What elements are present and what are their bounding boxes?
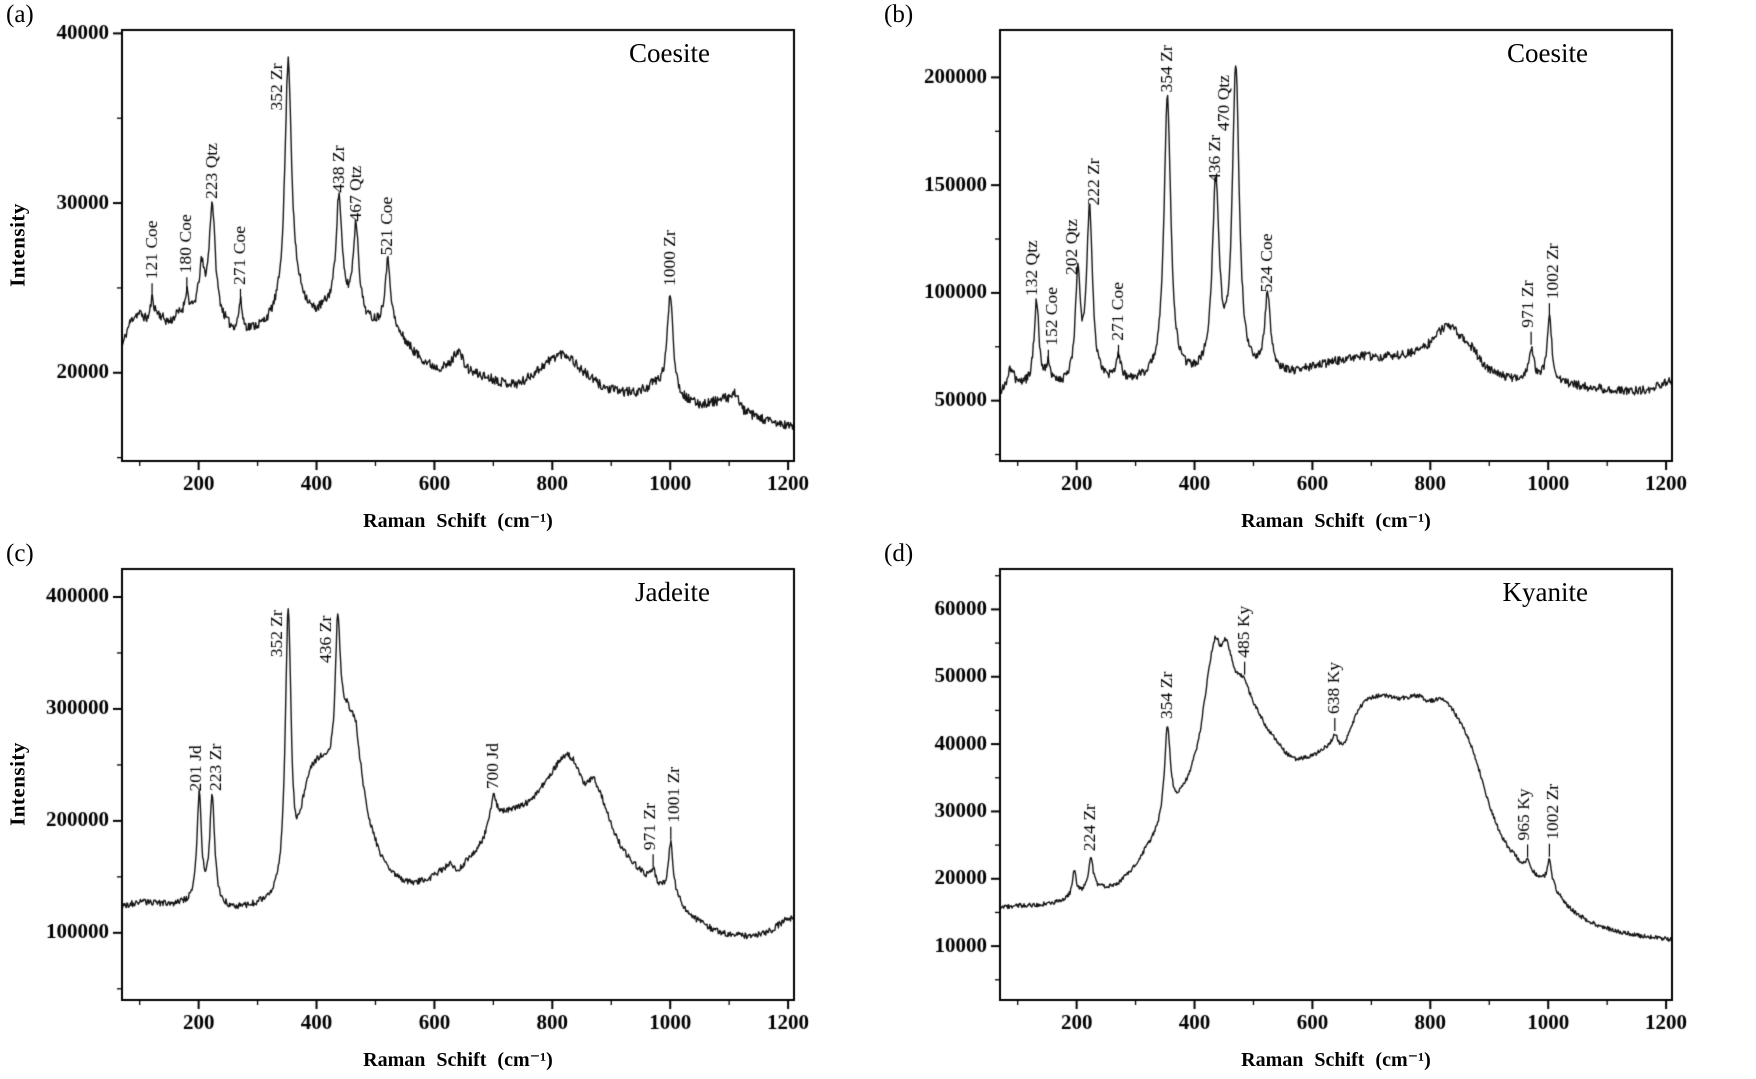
x-axis-label-b: Raman Schift (cm⁻¹) [1241, 510, 1431, 532]
chart-title-c: Jadeite [635, 577, 710, 607]
panel-letter-a: (a) [6, 1, 34, 28]
panel-letter-b: (b) [884, 1, 914, 28]
spectrum-chart-b [878, 0, 1756, 539]
x-axis-label-c: Raman Schift (cm⁻¹) [363, 1049, 553, 1071]
x-axis-label-d: Raman Schift (cm⁻¹) [1241, 1049, 1431, 1071]
spectrum-chart-d [878, 539, 1756, 1078]
x-axis-label-a: Raman Schift (cm⁻¹) [363, 510, 553, 532]
panel-d: (d) Kyanite Raman Schift (cm⁻¹) [878, 539, 1756, 1078]
chart-title-b: Coesite [1507, 38, 1588, 68]
chart-title-a: Coesite [629, 38, 710, 68]
panel-c: (c) Intensity Jadeite Raman Schift (cm⁻¹… [0, 539, 878, 1078]
panel-a: (a) Intensity Coesite Raman Schift (cm⁻¹… [0, 0, 878, 539]
spectrum-chart-c [0, 539, 878, 1078]
panel-b: (b) Coesite Raman Schift (cm⁻¹) [878, 0, 1756, 539]
y-axis-label-a: Intensity [5, 203, 30, 287]
chart-title-d: Kyanite [1502, 577, 1588, 607]
panel-letter-c: (c) [6, 540, 34, 567]
panel-letter-d: (d) [884, 540, 914, 567]
y-axis-label-c: Intensity [5, 742, 30, 826]
spectrum-chart-a [0, 0, 878, 539]
